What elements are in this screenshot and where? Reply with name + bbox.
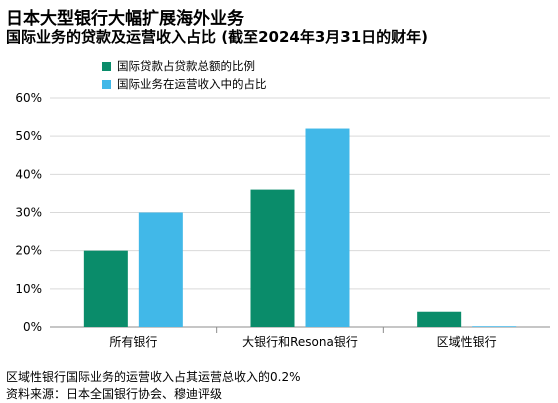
y-tick-label: 60% <box>15 91 42 105</box>
chart-subtitle: 国际业务的贷款及运营收入占比 (截至2024年3月31日的财年) <box>6 28 428 46</box>
bar-loans-2 <box>417 311 462 327</box>
y-tick-label: 20% <box>15 244 42 258</box>
y-tick-label: 0% <box>23 320 42 334</box>
bar-revenue-1 <box>305 128 350 327</box>
x-category-label: 所有银行 <box>109 335 157 349</box>
bar-loans-0 <box>83 250 128 327</box>
source-note: 资料来源：日本全国银行协会、穆迪评级 <box>6 387 223 401</box>
legend-item-revenue: 国际业务在运营收入中的占比 <box>102 75 267 93</box>
bar-revenue-0 <box>138 212 183 327</box>
y-tick-label: 10% <box>15 282 42 296</box>
legend-item-loans: 国际贷款占贷款总额的比例 <box>102 57 267 75</box>
bar-revenue-2 <box>472 326 517 327</box>
legend-label-loans: 国际贷款占贷款总额的比例 <box>117 59 255 73</box>
y-tick-label: 30% <box>15 206 42 220</box>
footnote: 区域性银行国际业务的运营收入占其运营总收入的0.2% <box>6 370 301 384</box>
y-tick-label: 50% <box>15 129 42 143</box>
legend-swatch-revenue <box>102 79 111 89</box>
legend-label-revenue: 国际业务在运营收入中的占比 <box>117 77 267 91</box>
x-category-label: 大银行和Resona银行 <box>242 335 358 349</box>
legend-swatch-loans <box>102 61 111 71</box>
y-tick-label: 40% <box>15 167 42 181</box>
bar-loans-1 <box>250 189 295 327</box>
legend: 国际贷款占贷款总额的比例 国际业务在运营收入中的占比 <box>102 57 267 93</box>
chart-title: 日本大型银行大幅扩展海外业务 <box>6 9 244 29</box>
x-category-label: 区域性银行 <box>437 335 497 349</box>
